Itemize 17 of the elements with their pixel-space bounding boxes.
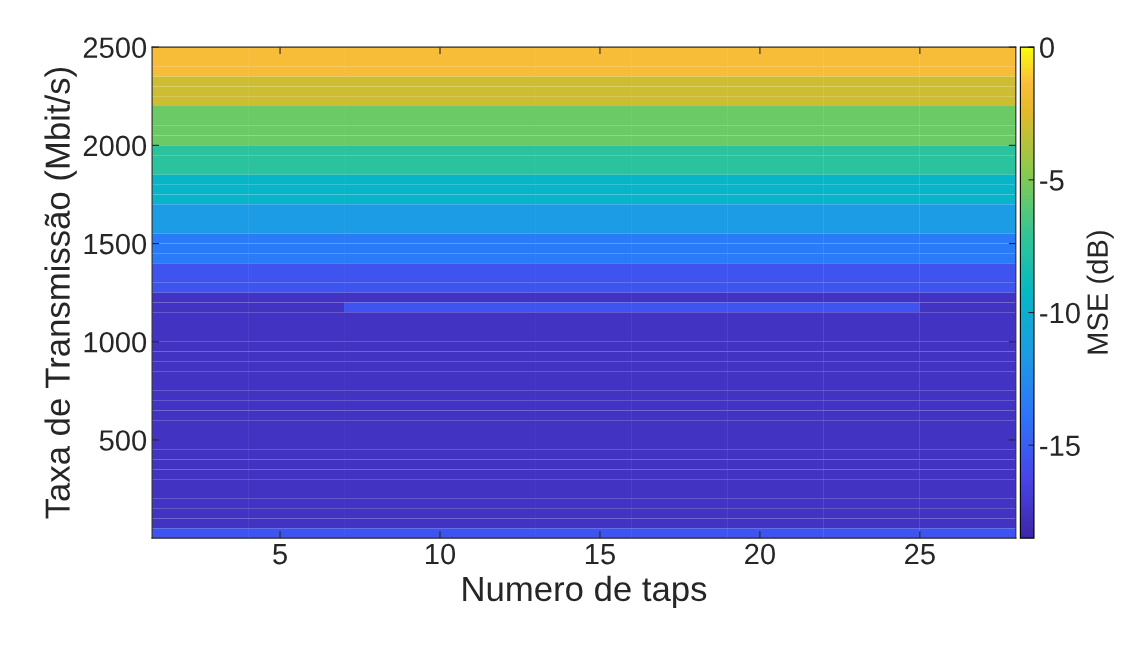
color-bar-label: -5 [1040, 170, 1064, 191]
x-tick-label: 20 [745, 543, 775, 565]
x-tick-label: 15 [585, 544, 615, 565]
y-tick-label: 2500 [83, 37, 147, 59]
color-bar-label: -15 [1040, 435, 1080, 457]
x-tick-label: 10 [426, 543, 456, 565]
y-tick-label: 500 [99, 430, 147, 451]
color-bar-label: -10 [1040, 302, 1080, 324]
y-axis-title: Taxa de Transmissão (Mbit/s) [44, 68, 77, 519]
x-axis-title: Numero de taps [463, 575, 707, 609]
y-tick-label: 1000 [84, 331, 147, 353]
color-bar-title: MSE (dB) [1086, 231, 1114, 354]
y-tick-label: 1500 [84, 233, 147, 255]
x-tick-label: 25 [905, 543, 935, 565]
y-tick-label: 2000 [83, 135, 147, 157]
x-tick-label: 5 [273, 544, 287, 565]
color-bar-label: 0 [1039, 37, 1054, 59]
